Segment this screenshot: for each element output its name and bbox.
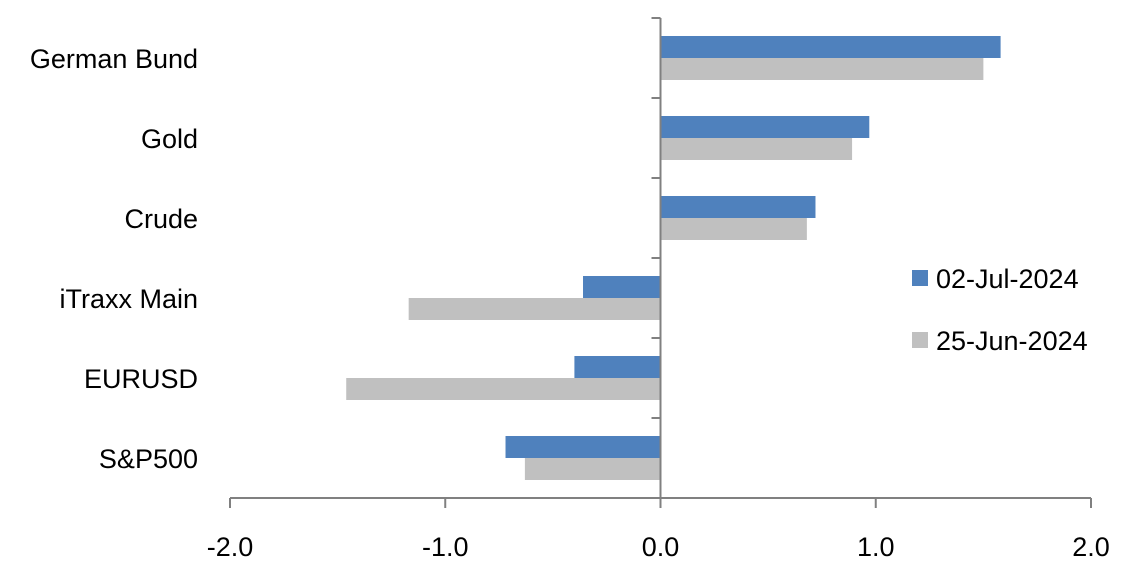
x-tick-label: 1.0 <box>857 532 895 562</box>
bar-series-1 <box>660 116 870 138</box>
bar-series-1 <box>505 436 661 458</box>
x-tick-label: 0.0 <box>642 532 680 562</box>
x-tick-label: -1.0 <box>422 532 469 562</box>
bar-series-2 <box>660 138 853 160</box>
category-label: Gold <box>141 124 198 154</box>
x-tick-label: -2.0 <box>207 532 254 562</box>
legend-swatch <box>912 270 928 286</box>
legend-label: 25-Jun-2024 <box>936 326 1088 356</box>
bar-series-1 <box>574 356 661 378</box>
bar-series-2 <box>524 458 661 480</box>
x-tick-label: 2.0 <box>1072 532 1110 562</box>
bar-series-1 <box>660 196 816 218</box>
legend-swatch <box>912 332 928 348</box>
bar-series-2 <box>408 298 661 320</box>
bar-series-2 <box>660 218 807 240</box>
bar-series-1 <box>660 36 1001 58</box>
category-label: iTraxx Main <box>59 284 198 314</box>
category-label: German Bund <box>30 44 198 74</box>
bar-series-2 <box>346 378 661 400</box>
category-label: S&P500 <box>99 444 198 474</box>
category-label: EURUSD <box>84 364 198 394</box>
legend-label: 02-Jul-2024 <box>936 264 1079 294</box>
category-label: Crude <box>124 204 198 234</box>
bar-series-2 <box>660 58 984 80</box>
bar-series-1 <box>583 276 661 298</box>
